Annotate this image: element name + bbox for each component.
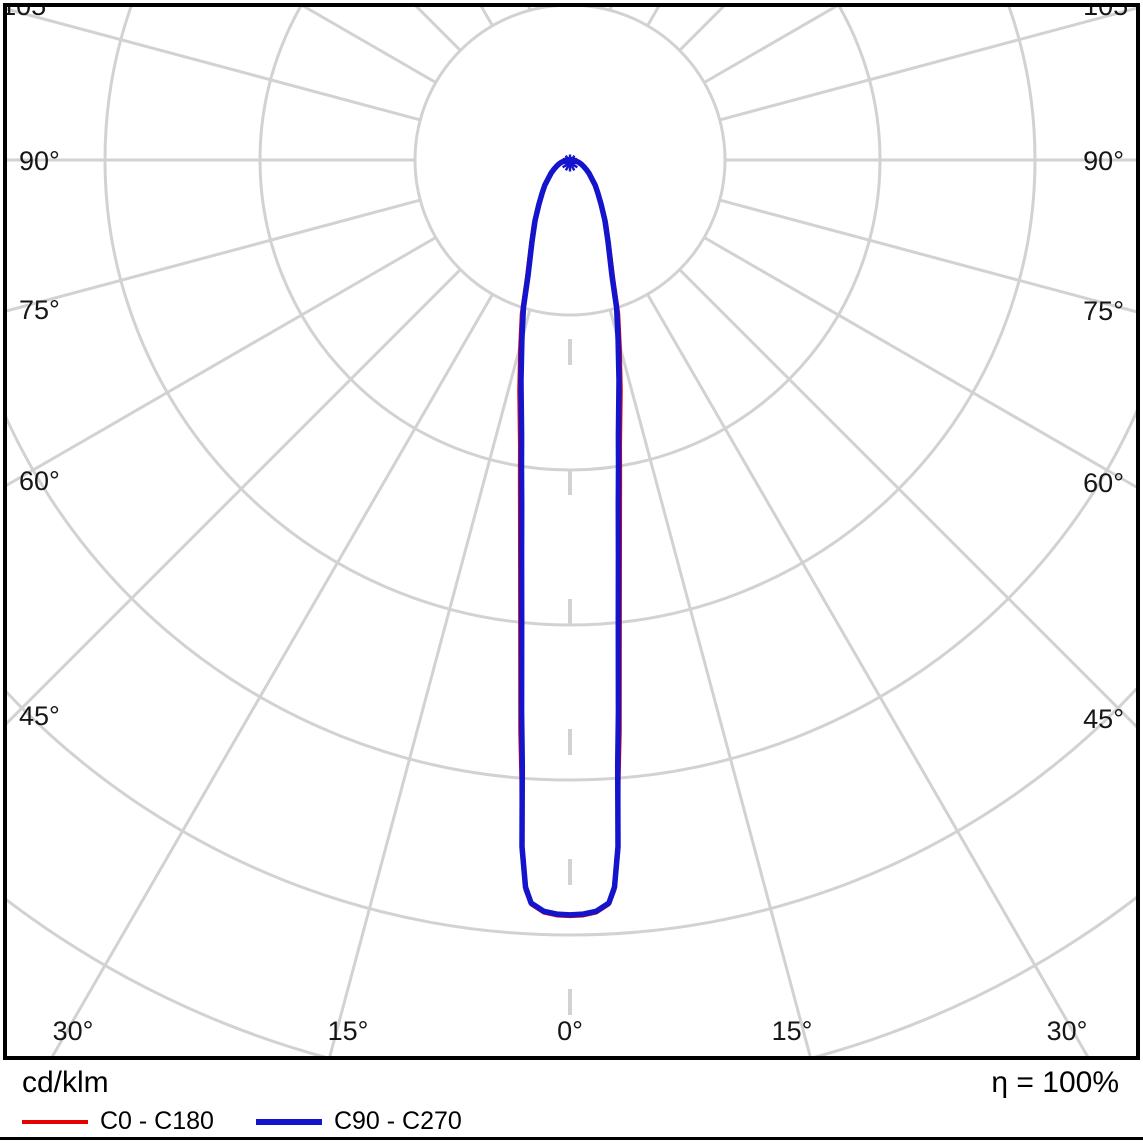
angle-tick-label: 30° — [53, 1016, 94, 1046]
units-label: cd/klm — [22, 1066, 109, 1099]
chart-footer: cd/klm η = 100% C0 - C180 C90 - C270 — [0, 1064, 1143, 1140]
angle-tick-label: 75° — [19, 295, 60, 325]
angle-tick-label: 90° — [19, 146, 60, 176]
efficiency-label: η = 100% — [991, 1066, 1119, 1099]
legend-line-red-icon — [22, 1119, 88, 1124]
polar-plot-frame: 0° 15° 15° 30° 30° 45° 45° 60° 60° 75° 75° 90° 90° 10… — [3, 3, 1140, 1060]
legend-label-c0: C0 - C180 — [100, 1107, 214, 1135]
angle-tick-label: 0° — [557, 1016, 583, 1046]
angle-tick-label: 75° — [1083, 296, 1124, 326]
legend-label-c90: C90 - C270 — [333, 1107, 462, 1135]
polar-chart-svg: 0° 15° 15° 30° 30° 45° 45° 60° 60° 75° 75° 90° 90° 10… — [7, 7, 1136, 1056]
angle-tick-label: 45° — [1083, 704, 1124, 734]
angle-tick-label: 90° — [1083, 146, 1124, 176]
legend-item-c0: C0 - C180 — [22, 1107, 214, 1136]
legend-line-blue-icon — [255, 1118, 322, 1125]
angle-tick-label: 60° — [19, 466, 60, 496]
angle-tick-label: 105° — [7, 7, 57, 21]
angle-tick-label: 60° — [1083, 468, 1124, 498]
angle-tick-label: 105° — [1083, 7, 1136, 21]
legend-item-c90: C90 - C270 — [255, 1107, 462, 1136]
legend: C0 - C180 C90 - C270 — [22, 1107, 504, 1136]
angle-tick-label: 15° — [328, 1016, 369, 1046]
angle-tick-label: 15° — [772, 1016, 813, 1046]
angle-tick-label: 30° — [1047, 1016, 1088, 1046]
angle-tick-label: 45° — [19, 701, 60, 731]
